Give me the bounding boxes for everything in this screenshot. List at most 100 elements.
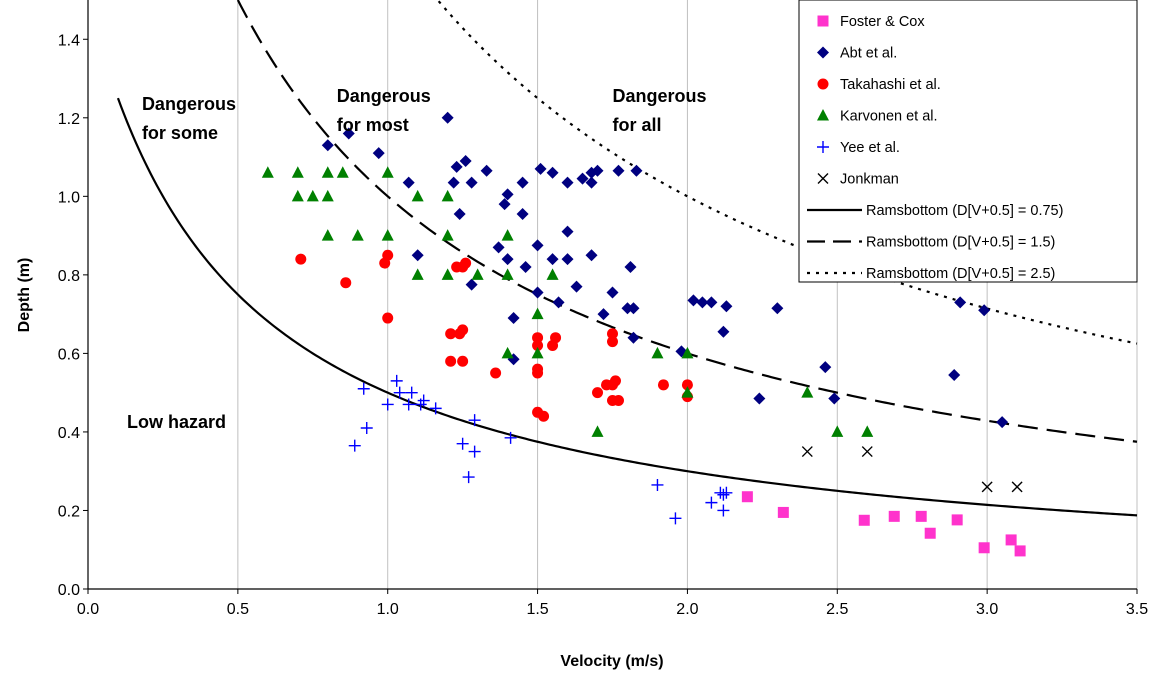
point-diamond-39 xyxy=(612,164,625,177)
point-triangle-26 xyxy=(681,386,694,398)
point-circle-3 xyxy=(382,249,394,261)
point-triangle-25 xyxy=(591,425,604,437)
point-triangle-4 xyxy=(381,166,394,178)
x-tick-label-3: 1.5 xyxy=(526,601,548,618)
point-diamond-50 xyxy=(720,300,733,313)
point-diamond-28 xyxy=(561,176,574,189)
point-diamond-54 xyxy=(828,392,841,405)
series-triangle xyxy=(261,166,874,437)
legend-marker-square xyxy=(817,15,829,27)
point-diamond-5 xyxy=(441,111,454,124)
point-plus-17 xyxy=(669,512,682,525)
zone-label-2-line-1: for all xyxy=(613,115,662,135)
point-diamond-11 xyxy=(465,278,478,291)
series-circle xyxy=(295,249,693,422)
point-triangle-11 xyxy=(351,229,364,241)
point-triangle-17 xyxy=(471,268,484,280)
point-circle-11 xyxy=(457,355,469,367)
point-plus-7 xyxy=(405,386,418,399)
legend-marker-plus xyxy=(817,141,829,153)
point-triangle-10 xyxy=(321,229,334,241)
point-diamond-48 xyxy=(705,296,718,309)
point-square-6 xyxy=(951,514,963,526)
point-diamond-35 xyxy=(585,249,598,262)
point-triangle-13 xyxy=(441,229,454,241)
point-diamond-6 xyxy=(447,176,460,189)
point-diamond-30 xyxy=(561,225,574,238)
zone-label-3: Low hazard xyxy=(127,412,226,432)
point-triangle-14 xyxy=(501,229,514,241)
y-tick-label-1: 0.2 xyxy=(58,503,80,520)
point-diamond-36 xyxy=(591,164,604,177)
legend-label-2: Takahashi et al. xyxy=(840,77,941,93)
point-diamond-47 xyxy=(696,296,709,309)
point-diamond-32 xyxy=(576,172,589,185)
legend-label-3: Karvonen et al. xyxy=(840,109,938,125)
point-diamond-19 xyxy=(516,176,529,189)
point-plus-1 xyxy=(360,422,373,435)
legend-label-4: Yee et al. xyxy=(840,140,900,156)
point-circle-6 xyxy=(445,355,457,367)
point-square-5 xyxy=(924,527,936,539)
point-diamond-7 xyxy=(450,160,463,173)
point-plus-10 xyxy=(429,402,442,415)
point-diamond-56 xyxy=(954,296,967,309)
point-diamond-37 xyxy=(597,308,610,321)
point-square-9 xyxy=(1014,545,1026,557)
x-tick-label-5: 2.5 xyxy=(826,601,848,618)
point-circle-15 xyxy=(532,340,544,352)
point-plus-4 xyxy=(390,374,403,387)
point-plus-22 xyxy=(720,486,733,499)
point-triangle-7 xyxy=(321,189,334,202)
point-diamond-55 xyxy=(948,368,961,381)
point-plus-21 xyxy=(717,504,730,517)
legend-marker-cross xyxy=(817,173,829,184)
point-square-4 xyxy=(915,510,927,522)
point-diamond-44 xyxy=(624,261,637,274)
point-diamond-9 xyxy=(459,154,472,167)
point-circle-0 xyxy=(295,253,307,265)
point-diamond-57 xyxy=(978,304,991,317)
point-circle-27 xyxy=(592,387,604,399)
point-diamond-13 xyxy=(492,241,505,254)
zone-label-0-line-0: Dangerous xyxy=(142,94,236,114)
zone-label-1-line-0: Dangerous xyxy=(337,86,431,106)
point-diamond-31 xyxy=(570,280,583,293)
point-circle-10 xyxy=(457,324,469,336)
point-triangle-24 xyxy=(681,346,694,359)
point-diamond-10 xyxy=(465,176,478,189)
zone-label-0: Dangerous for some xyxy=(142,94,236,143)
point-diamond-1 xyxy=(342,127,355,140)
point-diamond-46 xyxy=(687,294,700,307)
point-circle-22 xyxy=(607,328,618,340)
point-plus-14 xyxy=(468,445,481,458)
y-tick-label-4: 0.8 xyxy=(58,268,80,285)
point-triangle-16 xyxy=(441,268,454,280)
point-diamond-33 xyxy=(585,176,598,189)
point-diamond-58 xyxy=(996,416,1009,429)
point-diamond-23 xyxy=(531,286,544,299)
point-circle-29 xyxy=(609,375,621,387)
point-circle-19 xyxy=(538,410,550,422)
point-diamond-51 xyxy=(753,392,766,405)
point-triangle-21 xyxy=(501,346,514,359)
legend-label-6: Ramsbottom (D[V+0.5] = 0.75) xyxy=(866,203,1063,219)
legend-label-1: Abt et al. xyxy=(840,46,897,62)
point-plus-0 xyxy=(348,439,361,452)
y-tick-label-6: 1.2 xyxy=(58,111,80,128)
axes xyxy=(83,0,1138,594)
point-diamond-21 xyxy=(519,261,532,274)
x-tick-label-7: 3.5 xyxy=(1126,601,1148,618)
point-diamond-24 xyxy=(534,162,547,175)
point-square-7 xyxy=(978,542,990,554)
legend-marker-circle xyxy=(817,78,829,90)
point-diamond-53 xyxy=(819,361,832,374)
point-diamond-14 xyxy=(498,198,511,211)
point-diamond-22 xyxy=(531,239,544,252)
point-plus-6 xyxy=(402,398,415,411)
zone-label-3-line-0: Low hazard xyxy=(127,412,226,432)
y-tick-label-3: 0.6 xyxy=(58,346,80,363)
point-diamond-2 xyxy=(372,147,385,160)
x-tick-labels: 0.0 0.5 1.0 1.5 2.0 2.5 3.0 3.5 xyxy=(77,601,1148,618)
